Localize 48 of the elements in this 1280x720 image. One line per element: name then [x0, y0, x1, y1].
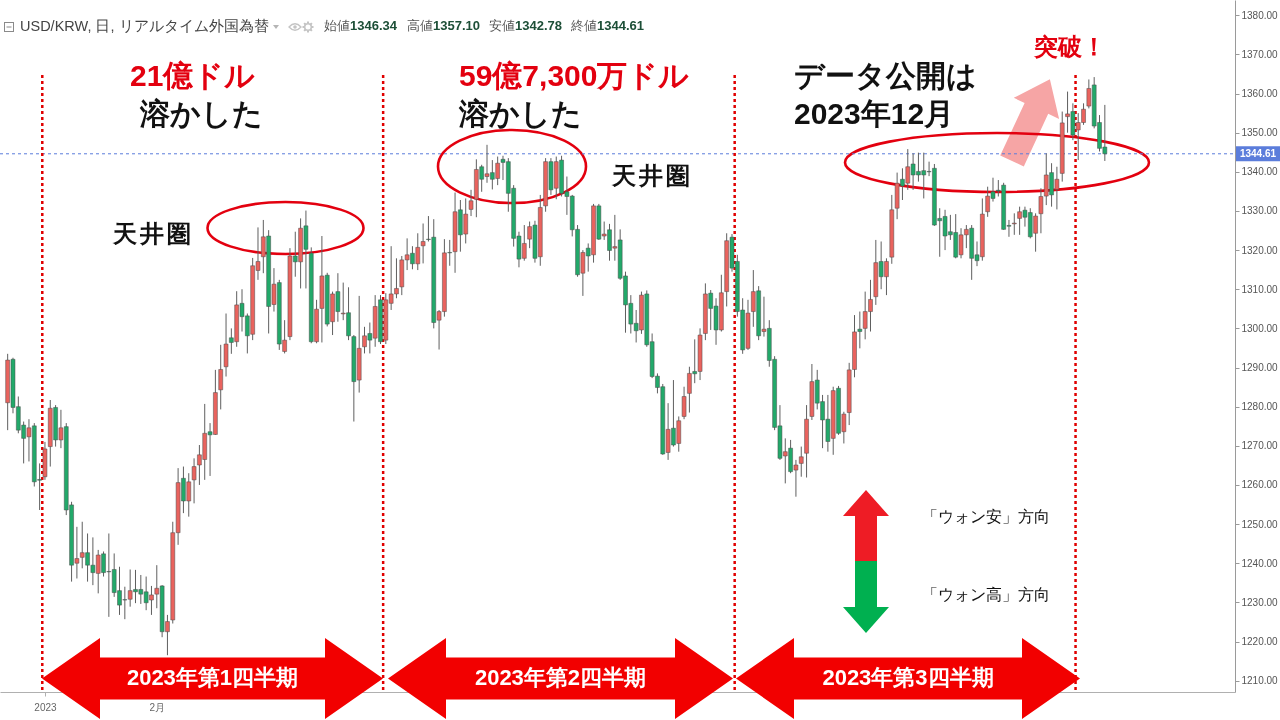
- y-tick-label: 1300.00: [1241, 322, 1279, 334]
- y-tick-label: 1330.00: [1241, 205, 1279, 217]
- annotation: 天井圏: [612, 162, 693, 190]
- annotation: 溶かした: [459, 97, 582, 132]
- annotation: 始値1346.34: [324, 18, 397, 33]
- ref-line-label: 1344.61: [1239, 147, 1277, 159]
- text: USD/KRW, 日, リアルタイム外国為替: [20, 18, 269, 35]
- candlestick: [799, 446, 804, 478]
- y-tick-label: 1240.00: [1241, 557, 1279, 569]
- annotation: 終値1344.61: [571, 18, 644, 33]
- annotation: 溶かした: [140, 97, 263, 132]
- annotation: 突破！: [1034, 33, 1106, 61]
- y-tick-label: 1320.00: [1241, 244, 1279, 256]
- candlestick: [191, 457, 197, 504]
- candlestick: [681, 386, 687, 420]
- annotation: 21億ドル: [130, 59, 256, 94]
- annotation: 高値1357.10: [407, 18, 480, 33]
- annotation: 2023年12月: [794, 97, 955, 132]
- annotation: 安値1342.78: [489, 18, 562, 33]
- candlestick: [468, 189, 474, 217]
- y-tick-label: 1210.00: [1241, 675, 1279, 687]
- y-tick-label: 1260.00: [1241, 479, 1279, 491]
- annotation: 「ウォン高」方向: [922, 586, 1050, 605]
- y-tick-label: 1340.00: [1241, 166, 1279, 178]
- y-tick-label: 1370.00: [1241, 48, 1279, 60]
- y-tick-label: 1310.00: [1241, 283, 1279, 295]
- annotation: 2023年第3四半期: [822, 665, 994, 691]
- y-tick-label: 1220.00: [1241, 636, 1279, 648]
- candlestick: [218, 344, 223, 410]
- y-tick-label: 1280.00: [1241, 401, 1279, 413]
- y-tick-label: 1270.00: [1241, 440, 1279, 452]
- annotation: 天井圏: [113, 220, 194, 248]
- candlestick: [223, 313, 229, 378]
- annotation: 2023年第2四半期: [474, 665, 647, 691]
- x-tick-label: 2月: [149, 701, 166, 713]
- annotation: 59億7,300万ドル: [459, 59, 690, 94]
- annotation: 2023年第1四半期: [126, 665, 299, 691]
- annotation: 「ウォン安」方向: [922, 508, 1050, 527]
- y-tick-label: 1230.00: [1241, 596, 1279, 608]
- annotation: データ公開は: [794, 59, 977, 94]
- candlestick: [420, 222, 426, 264]
- y-tick-label: 1360.00: [1241, 88, 1279, 100]
- x-tick-label: 2023: [34, 701, 58, 713]
- y-tick-label: 1380.00: [1241, 9, 1279, 21]
- y-tick-label: 1250.00: [1241, 518, 1279, 530]
- y-tick-label: 1290.00: [1241, 362, 1279, 374]
- candlestick: [1012, 212, 1017, 236]
- y-tick-label: 1350.00: [1241, 127, 1279, 139]
